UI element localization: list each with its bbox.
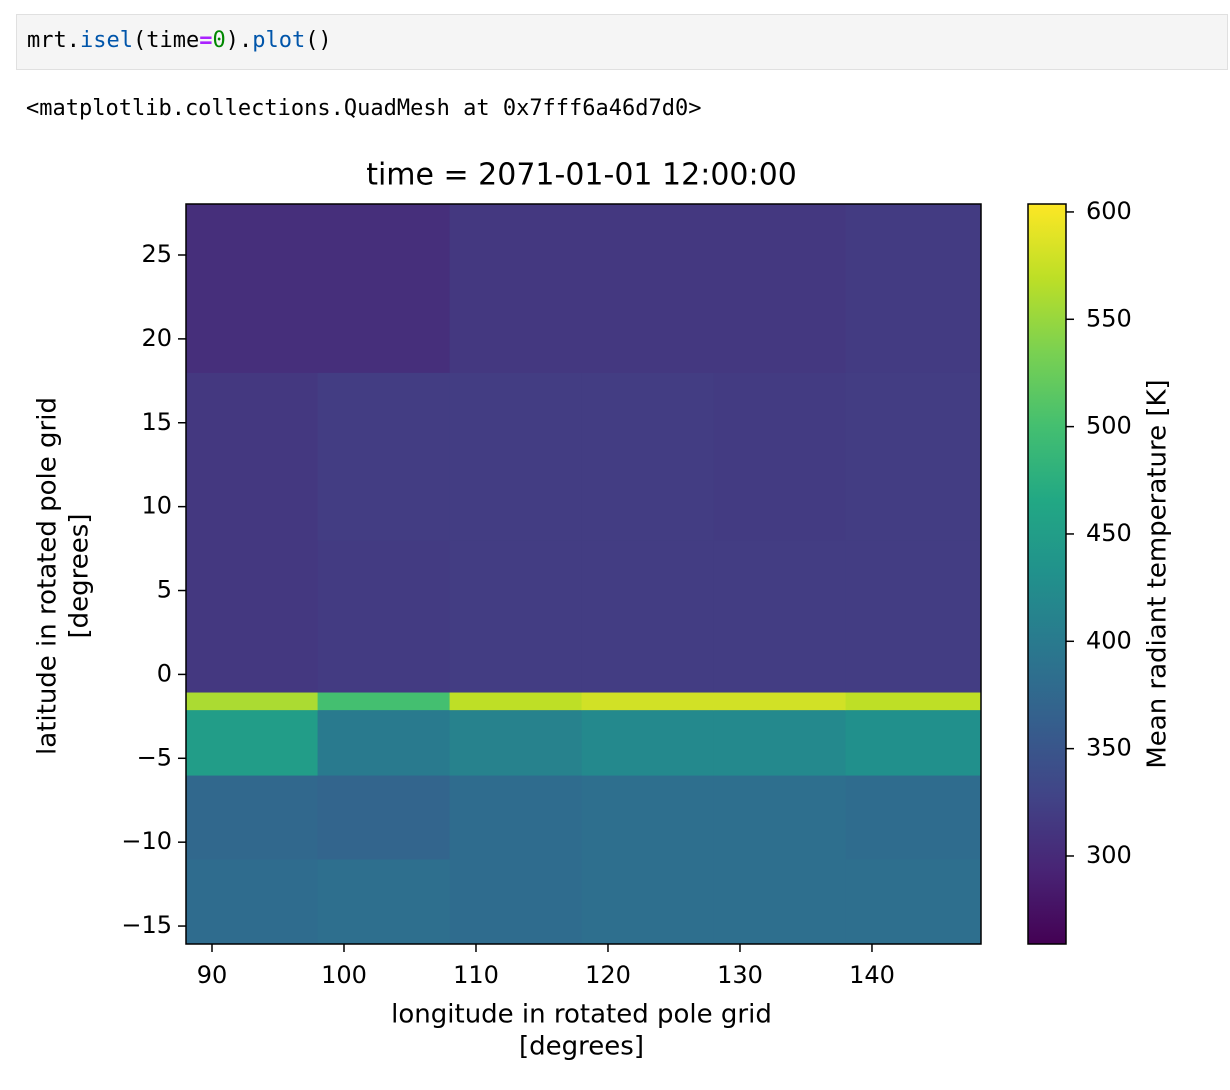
- cell: [713, 372, 847, 541]
- cell: [186, 775, 319, 860]
- chart-title: time = 2071-01-01 12:00:00: [366, 158, 797, 193]
- cell: [845, 692, 982, 711]
- code-token: (): [305, 28, 332, 53]
- cell: [186, 372, 319, 541]
- cell: [713, 540, 847, 693]
- cell: [581, 775, 715, 860]
- cell: [581, 858, 715, 945]
- x-tick-label: 130: [717, 961, 763, 989]
- y-tick-label: 25: [141, 240, 172, 268]
- code-token: ).: [225, 28, 253, 53]
- code-token: 0: [212, 28, 226, 53]
- colorbar-tick-label: 600: [1086, 197, 1132, 225]
- cell: [845, 372, 982, 541]
- cell: [581, 692, 715, 711]
- cell: [186, 540, 319, 693]
- y-tick-label: 0: [157, 659, 172, 687]
- code-token: (time: [132, 28, 200, 53]
- colorbar: [1027, 203, 1067, 945]
- axes-frame: [185, 203, 982, 945]
- x-axis-label: longitude in rotated pole grid: [391, 1000, 772, 1030]
- cell: [581, 204, 715, 373]
- cell: [317, 204, 451, 373]
- cell: [186, 692, 319, 711]
- cell: [581, 540, 715, 693]
- cell: [317, 775, 451, 860]
- colorbar-tick-label: 550: [1086, 304, 1132, 332]
- cell: [581, 372, 715, 541]
- code-token: =: [199, 28, 213, 53]
- cell: [581, 709, 715, 776]
- cell: [317, 709, 451, 776]
- cell: [713, 775, 847, 860]
- cell: [317, 540, 451, 693]
- code-cell[interactable]: mrt.isel(time=0).plot(): [16, 14, 1228, 70]
- y-tick-label: 5: [157, 576, 172, 604]
- cell: [186, 204, 319, 373]
- y-tick-label: 10: [141, 492, 172, 520]
- colorbar-tick-label: 350: [1086, 734, 1132, 762]
- x-tick-label: 140: [849, 961, 895, 989]
- output-text: <matplotlib.collections.QuadMesh at 0x7f…: [26, 96, 702, 121]
- y-tick-label: 15: [141, 408, 172, 436]
- cell: [845, 204, 982, 373]
- cell: [449, 372, 583, 541]
- cell: [317, 858, 451, 945]
- code: mrt.isel(time=0).plot(): [27, 28, 332, 53]
- y-tick-label: −10: [121, 827, 172, 855]
- y-axis-label: [degrees]: [65, 514, 95, 639]
- cell: [449, 709, 583, 776]
- colorbar-label: Mean radiant temperature [K]: [1143, 379, 1173, 768]
- code-token: plot: [252, 28, 306, 53]
- cell: [713, 858, 847, 945]
- colorbar-tick-label: 300: [1086, 841, 1132, 869]
- x-tick-label: 110: [453, 961, 499, 989]
- cell: [449, 540, 583, 693]
- cell: [713, 709, 847, 776]
- x-axis-label: [degrees]: [519, 1032, 644, 1062]
- x-tick-label: 100: [321, 961, 367, 989]
- y-tick-label: −5: [137, 743, 172, 771]
- cell: [845, 775, 982, 860]
- cell: [449, 204, 583, 373]
- cell: [713, 204, 847, 373]
- cell: [845, 709, 982, 776]
- colorbar-tick-label: 500: [1086, 412, 1132, 440]
- cell: [186, 709, 319, 776]
- colorbar-tick-label: 450: [1086, 519, 1132, 547]
- cell: [317, 372, 451, 541]
- cell: [186, 858, 319, 945]
- colorbar-tick-label: 400: [1086, 626, 1132, 654]
- x-tick-label: 90: [197, 961, 228, 989]
- code-token: mrt.: [27, 28, 80, 53]
- cell: [845, 540, 982, 693]
- cell: [713, 692, 847, 711]
- cell: [845, 858, 982, 945]
- y-tick-label: −15: [121, 911, 172, 939]
- code-token: isel: [79, 28, 133, 53]
- cell: [449, 775, 583, 860]
- y-axis-label: latitude in rotated pole grid: [33, 397, 63, 755]
- cell: [317, 692, 451, 711]
- x-tick-label: 120: [585, 961, 631, 989]
- cell: [449, 858, 583, 945]
- y-tick-label: 20: [141, 324, 172, 352]
- cell: [449, 692, 583, 711]
